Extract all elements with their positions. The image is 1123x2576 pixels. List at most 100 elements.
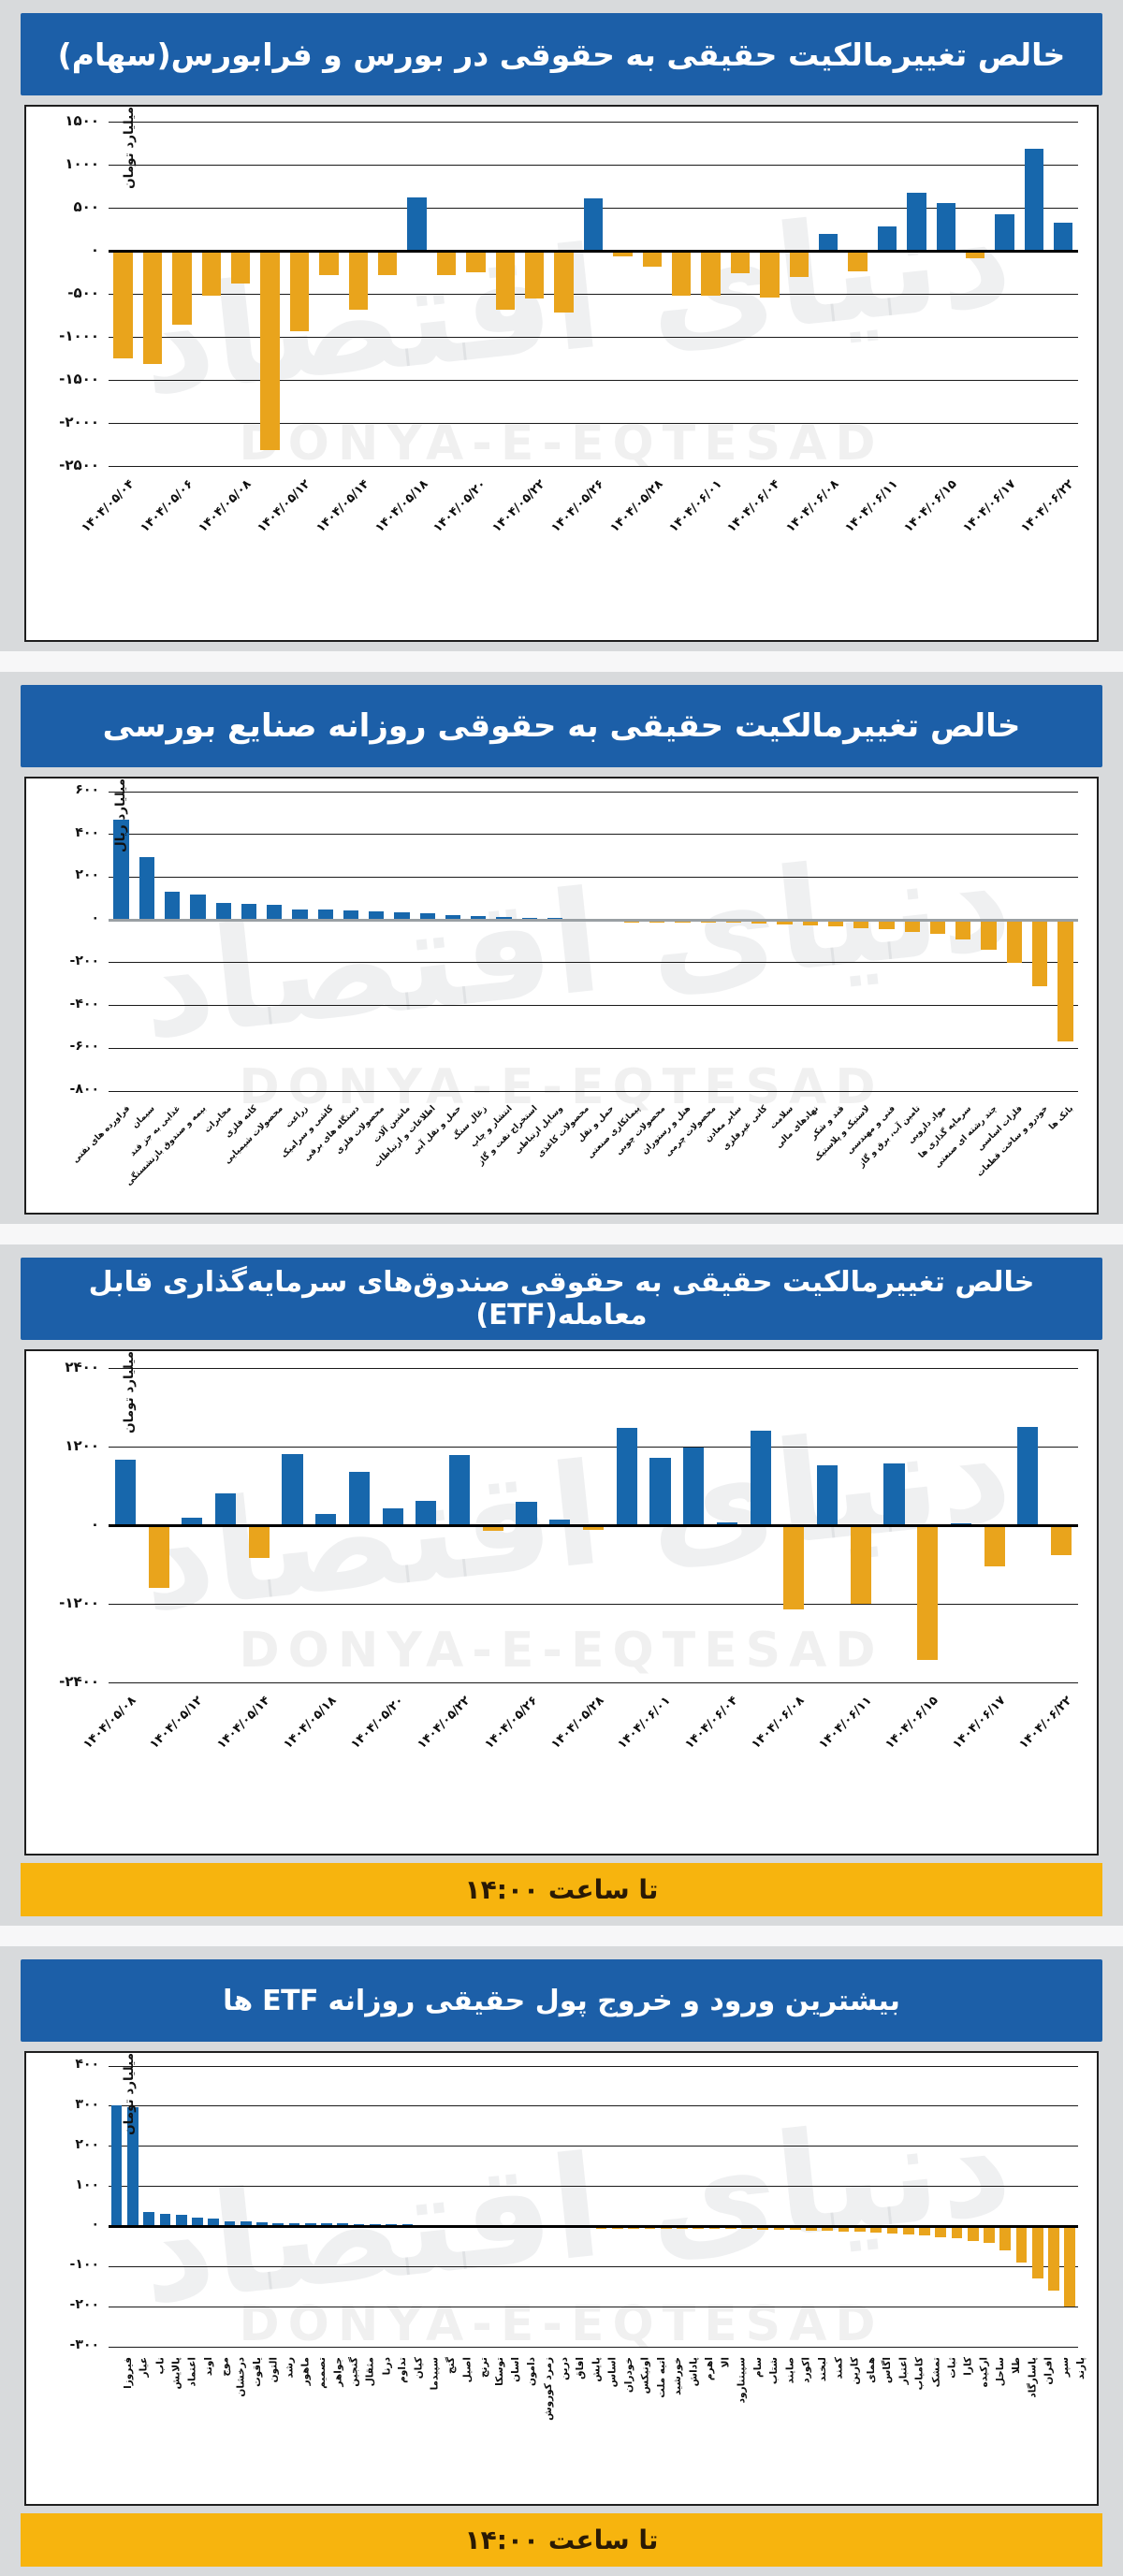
- x-category-label: یاقوت: [251, 2357, 263, 2387]
- x-category-label: توسکا: [493, 2357, 505, 2386]
- bar-negative: [675, 921, 691, 923]
- chart-card-etf: دنیای اقتصاد DONYA-E-EQTESAD میلیارد توم…: [24, 1349, 1099, 1856]
- bar-negative: [260, 252, 280, 451]
- bar-positive: [182, 1517, 203, 1525]
- x-axis-labels: ۱۴۰۴/۰۵/۰۴ ۱۴۰۴/۰۵/۰۶ ۱۴۰۴/۰۵/۰۸ ۱۴۰۴/۰۵/۱۲…: [79, 470, 1078, 640]
- bar-positive: [304, 2223, 316, 2227]
- gridline: [109, 2186, 1078, 2188]
- until-time-label: تا ساعت ۱۴:۰۰: [464, 1874, 659, 1905]
- bar-negative: [929, 921, 946, 934]
- gridline: [109, 1681, 1078, 1683]
- gridline: [109, 2105, 1078, 2107]
- bar-positive: [114, 1460, 136, 1525]
- bar-negative: [802, 921, 818, 925]
- x-axis-labels: فیروزا عیار ناب پالایش اعتماد اوند موج درخشان یا…: [109, 2352, 1087, 2504]
- y-tick-label: -۲۴۰۰: [59, 1673, 99, 1690]
- bar-positive: [583, 197, 604, 251]
- x-category-label: پالایش: [170, 2357, 182, 2390]
- y-tick-label: -۸۰۰: [69, 1082, 99, 1097]
- bar-positive: [407, 196, 427, 251]
- x-category-label: ۱۴۰۴/۰۶/۰۴: [724, 477, 783, 536]
- x-category-label: مثقال: [364, 2357, 376, 2387]
- x-category-label: ۱۴۰۴/۰۵/۱۲: [255, 477, 314, 536]
- x-category-label: فراورده های نفتی: [70, 1104, 132, 1166]
- x-category-label: رشد: [284, 2357, 296, 2379]
- gridline: [109, 2065, 1078, 2067]
- bar-negative: [965, 252, 985, 259]
- x-category-label: ۱۴۰۴/۰۵/۰۸: [196, 477, 255, 536]
- gridline: [109, 1367, 1078, 1369]
- bar-positive: [348, 1472, 370, 1525]
- x-category-label: جواهر: [332, 2357, 344, 2387]
- bar-negative: [783, 1526, 805, 1609]
- bar-negative: [582, 1526, 605, 1531]
- x-axis-labels: فراورده های نفتی سیمان غذایی به جز قند بیمه…: [71, 1097, 1078, 1213]
- bar-positive: [382, 1507, 403, 1525]
- y-tick-label: -۲۰۰۰: [59, 414, 99, 430]
- x-category-label: ۱۴۰۴/۰۵/۲۶: [481, 1694, 541, 1753]
- x-category-label: ۱۴۰۴/۰۵/۰۸: [80, 1694, 139, 1753]
- y-axis-unit-label: میلیارد تومان: [121, 107, 137, 189]
- bar-positive: [110, 2104, 123, 2227]
- bar-negative: [751, 921, 767, 924]
- x-category-label: ۱۴۰۴/۰۶/۱۱: [842, 477, 901, 536]
- x-category-label: ۱۴۰۴/۰۶/۱۵: [882, 1694, 941, 1753]
- x-category-label: اکورد: [800, 2357, 812, 2383]
- x-category-label: اوند: [202, 2357, 214, 2377]
- y-tick-label: ۴۰۰: [75, 2057, 99, 2072]
- bar-positive: [416, 1501, 437, 1525]
- bar-negative: [612, 2227, 623, 2229]
- bar-positive: [315, 1514, 337, 1525]
- gridline: [109, 379, 1078, 381]
- bar-negative: [984, 2227, 995, 2244]
- bar-negative: [466, 252, 486, 272]
- x-category-label: کیان: [413, 2357, 425, 2380]
- x-category-label: بانک ها: [1047, 1104, 1076, 1132]
- y-tick-label: -۳۰۰: [69, 2337, 99, 2352]
- bar-negative: [436, 252, 457, 275]
- x-category-label: ۱۴۰۴/۰۵/۱۴: [214, 1694, 273, 1753]
- bar-negative: [886, 2227, 898, 2234]
- bar-positive: [292, 910, 308, 921]
- x-category-label: درین: [558, 2357, 570, 2380]
- bar-positive: [419, 913, 435, 921]
- chart-title: بیشترین ورود و خروج پول حقیقی روزانه ETF…: [223, 1984, 900, 2017]
- bar-positive: [750, 1430, 771, 1525]
- bar-negative: [148, 1526, 169, 1588]
- bar-negative: [1015, 2227, 1028, 2263]
- x-category-label: ۱۴۰۴/۰۵/۲۰: [348, 1694, 407, 1753]
- gridline: [109, 2265, 1078, 2267]
- y-tick-label: ۱۰۰: [75, 2176, 99, 2192]
- x-category-label: ۱۴۰۴/۰۵/۱۴: [314, 477, 372, 536]
- bar-positive: [113, 819, 129, 921]
- bar-positive: [649, 1457, 671, 1525]
- chart-title: خالص تغییرمالکیت حقیقی به حقوقی روزانه ص…: [102, 707, 1021, 745]
- bar-negative: [773, 2227, 785, 2230]
- bar-negative: [649, 921, 665, 923]
- y-tick-label: -۲۵۰۰: [59, 457, 99, 473]
- bar-negative: [671, 252, 692, 296]
- x-category-label: گنج: [445, 2357, 457, 2374]
- x-category-label: همای: [865, 2357, 877, 2383]
- bar-negative: [693, 2227, 705, 2229]
- x-category-label: کارین: [849, 2357, 861, 2385]
- x-category-label: پاداش: [687, 2357, 699, 2387]
- bar-negative: [917, 1526, 939, 1660]
- x-category-label: ۱۴۰۴/۰۶/۰۸: [749, 1694, 808, 1753]
- y-tick-label: ۳۰۰: [75, 2096, 99, 2112]
- x-category-label: ۱۴۰۴/۰۵/۱۲: [147, 1694, 206, 1753]
- bar-positive: [449, 1454, 471, 1525]
- y-axis-unit-label: میلیارد ریال: [112, 779, 128, 852]
- x-category-label: دامون: [526, 2357, 538, 2387]
- bar-negative: [700, 921, 716, 923]
- x-category-label: خورشید: [671, 2357, 683, 2395]
- x-category-label: ۱۴۰۴/۰۶/۰۱: [665, 477, 725, 536]
- x-category-label: گنجین: [348, 2357, 360, 2387]
- x-category-label: اهرم: [704, 2357, 716, 2381]
- bar-positive: [143, 2211, 155, 2227]
- zero-axis-line: [109, 1523, 1078, 1527]
- bar-negative: [951, 2227, 963, 2239]
- x-category-label: تمشک: [929, 2357, 941, 2388]
- x-category-label: اونیکس: [639, 2357, 651, 2394]
- x-category-label: سام: [752, 2357, 765, 2378]
